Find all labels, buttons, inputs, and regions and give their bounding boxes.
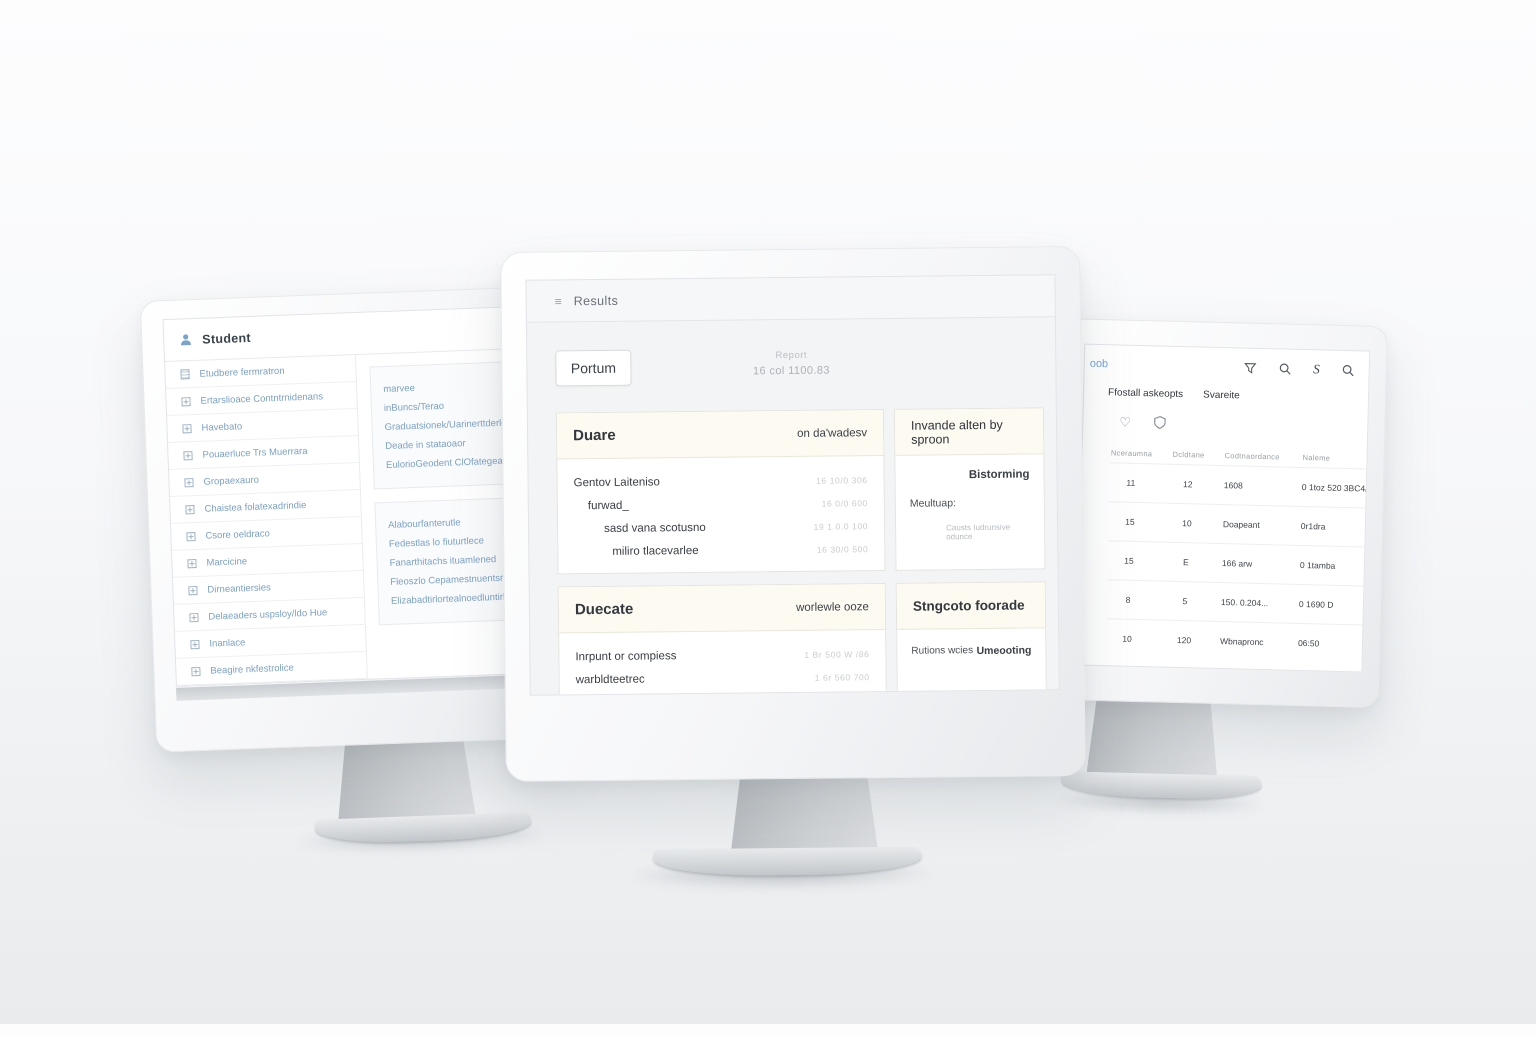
filter-icon[interactable] (1243, 361, 1256, 374)
card-row: sasd vana scotusno 19 1.0.0 100 (574, 514, 868, 540)
card-duare: Duare on da'wadesv Gentov Laiteniso 16 1… (555, 409, 886, 575)
card-invande-header: Invande alten by sproon (894, 408, 1044, 456)
shield-icon[interactable] (1153, 415, 1166, 430)
card-duecate-header: Duecate worlewle ooze (558, 584, 886, 634)
page-title: Results (573, 293, 619, 308)
portum-button[interactable]: Portum (555, 349, 632, 387)
row-value: 1 6r 560 700 (814, 671, 870, 683)
row-label: Gentov Laiteniso (573, 475, 660, 489)
row-value: 1 Br 500 W /86 (804, 648, 870, 660)
right-toolbar-icons: S (1243, 360, 1355, 379)
card-invande: Invande alten by sproon Bistorming Meult… (893, 407, 1046, 571)
card-subtitle: on da'wadesv (797, 426, 868, 440)
row-value: 16 0/0 600 (821, 497, 868, 509)
center-screen: ≡ Results Portum Report 16 col 1100.83 D… (525, 274, 1060, 696)
row-value: 16 30/0 500 (816, 543, 869, 555)
row-label: miliro tlacevarlee (612, 544, 699, 558)
invande-label: Meultuap: (909, 497, 957, 510)
row-label: sasd vana scotusno (604, 521, 706, 535)
card-stngcoto-header: Stngcoto foorade (896, 582, 1046, 630)
right-topbar: oob S (1084, 345, 1369, 390)
invande-note: Causts Iudrunsive odunce (946, 522, 1011, 542)
card-title: Invande alten by sproon (910, 417, 1003, 447)
card-duecate: Duecate worlewle ooze Inrpunt or compies… (557, 583, 888, 696)
card-title: Stngcoto foorade (912, 597, 1025, 614)
results-body: Portum Report 16 col 1100.83 Duare on da… (527, 317, 1060, 696)
card-row: warbldteetrec 1 6r 560 700 (576, 665, 870, 691)
card-duecate-rows: Inrpunt or compiess 1 Br 500 W /86 warbl… (559, 630, 886, 691)
results-header: ≡ Results (526, 275, 1055, 323)
row-value: 19 1.0.0 100 (813, 520, 869, 532)
search-icon[interactable] (1278, 362, 1291, 375)
menu-icon[interactable]: ≡ (554, 293, 562, 308)
card-title: Duare (573, 426, 616, 445)
right-action-icons: ♡ (1083, 414, 1367, 435)
card-stngcoto: Stngcoto foorade Rutions wcies Umeooting (895, 581, 1048, 696)
row-label: Inrpunt or compiess (575, 649, 677, 663)
card-stngcoto-body: Rutions wcies Umeooting (897, 628, 1045, 658)
card-row: Gentov Laiteniso 16 10/0 306 (573, 468, 868, 494)
search-icon[interactable] (1342, 363, 1355, 376)
card-row: miliro tlacevarlee 16 30/0 500 (574, 537, 868, 563)
invande-primary: Bistorming (968, 468, 1030, 482)
card-row: furwad_ 16 0/0 600 (574, 491, 868, 517)
card-row: Inrpunt or compiess 1 Br 500 W /86 (575, 642, 869, 668)
stngcoto-left: Rutions wcies (911, 645, 974, 657)
card-invande-body: Bistorming Meultuap: Causts Iudrunsive o… (895, 454, 1044, 542)
left-screen: Student Etudbere fermratron Ertarslioace… (162, 305, 554, 687)
row-value: 16 10/0 306 (816, 474, 868, 486)
cards-grid: Duare on da'wadesv Gentov Laiteniso 16 1… (555, 407, 1048, 696)
card-subtitle: worlewle ooze (795, 600, 869, 614)
card-duare-header: Duare on da'wadesv (556, 410, 884, 460)
row-label: furwad_ (587, 499, 629, 512)
row-label: warbldteetrec (575, 673, 645, 686)
right-screen: oob S Ffostall askeopts Svareite (1076, 343, 1371, 673)
card-title: Duecate (574, 600, 634, 619)
person-icon (180, 334, 191, 346)
student-header: Student (163, 306, 541, 363)
stngcoto-right: Umeooting (976, 644, 1032, 658)
card-duare-rows: Gentov Laiteniso 16 10/0 306 furwad_ 16 … (557, 456, 884, 563)
